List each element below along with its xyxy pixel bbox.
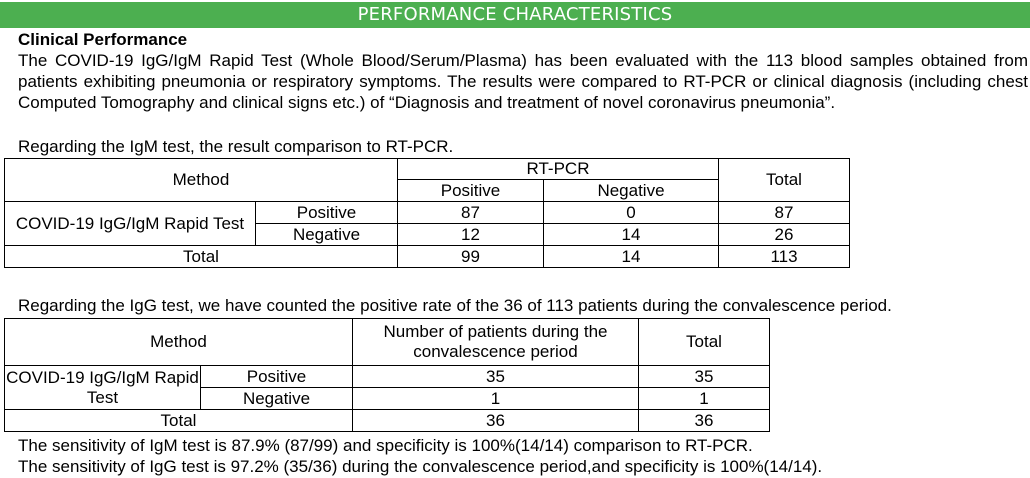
- cell-value: 87: [397, 201, 544, 224]
- method-header: Method: [4, 158, 398, 202]
- igm-results-table: Method RT-PCR Total Positive Negative CO…: [4, 158, 850, 268]
- cell-value: 36: [352, 409, 639, 432]
- negative-header: Negative: [543, 179, 719, 202]
- cell-value: 99: [397, 245, 544, 268]
- cell-value: 14: [543, 245, 719, 268]
- total-header: Total: [718, 158, 850, 202]
- igm-summary: The sensitivity of IgM test is 87.9% (87…: [18, 436, 753, 455]
- test-name-cell: COVID-19 IgG/IgM Rapid Test: [4, 201, 256, 246]
- cell-value: 35: [638, 365, 770, 388]
- row-label: Negative: [255, 223, 398, 246]
- section-banner: PERFORMANCE CHARACTERISTICS: [0, 2, 1030, 28]
- section-heading: Clinical Performance: [18, 30, 188, 49]
- cell-value: 26: [718, 223, 850, 246]
- cell-value: 36: [638, 409, 770, 432]
- rtpcr-header: RT-PCR: [397, 158, 719, 180]
- row-label: Positive: [200, 365, 353, 388]
- total-header: Total: [638, 318, 770, 366]
- cell-value: 1: [352, 387, 639, 410]
- row-label: Positive: [255, 201, 398, 224]
- cell-value: 87: [718, 201, 850, 224]
- test-name-cell: COVID-19 IgG/IgM Rapid Test: [4, 365, 201, 410]
- method-header: Method: [4, 318, 353, 366]
- cell-value: 35: [352, 365, 639, 388]
- igg-results-table: Method Number of patients during the con…: [4, 318, 770, 432]
- cell-value: 0: [543, 201, 719, 224]
- row-label: Negative: [200, 387, 353, 410]
- cell-value: 113: [718, 245, 850, 268]
- positive-header: Positive: [397, 179, 544, 202]
- igg-summary: The sensitivity of IgG test is 97.2% (35…: [18, 457, 823, 476]
- cell-value: 14: [543, 223, 719, 246]
- cell-value: 12: [397, 223, 544, 246]
- total-row-label: Total: [4, 409, 353, 432]
- igg-intro: Regarding the IgG test, we have counted …: [18, 296, 892, 315]
- patients-header: Number of patients during the convalesce…: [352, 318, 639, 366]
- total-row-label: Total: [4, 245, 398, 268]
- intro-paragraph: The COVID-19 IgG/IgM Rapid Test (Whole B…: [18, 51, 1028, 112]
- igm-intro: Regarding the IgM test, the result compa…: [18, 137, 454, 156]
- cell-value: 1: [638, 387, 770, 410]
